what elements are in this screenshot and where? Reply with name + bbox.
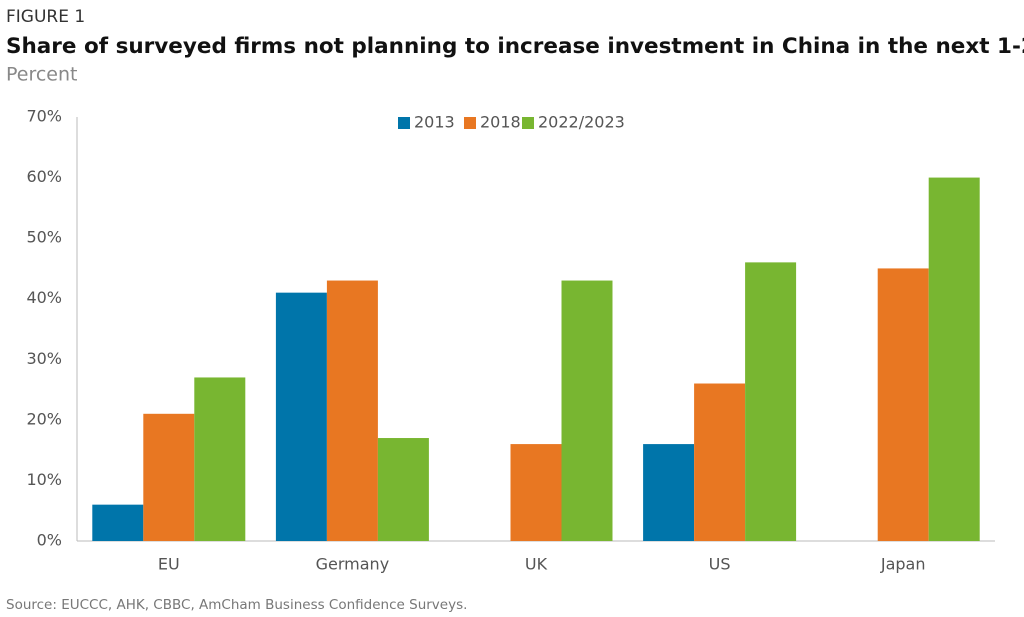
bar — [510, 444, 562, 541]
y-tick-label: 10% — [26, 470, 62, 489]
figure-label: FIGURE 1 — [6, 7, 85, 27]
legend-label: 2018 — [480, 113, 521, 132]
legend-swatch — [464, 117, 476, 129]
bar — [643, 444, 695, 541]
y-tick-label: 50% — [26, 228, 62, 247]
legend-swatch — [398, 117, 410, 129]
y-tick-label: 60% — [26, 167, 62, 186]
y-tick-label: 0% — [37, 531, 62, 550]
bar — [194, 377, 246, 541]
x-tick-label: Japan — [880, 555, 926, 574]
x-tick-label: US — [709, 555, 731, 574]
y-tick-label: 70% — [26, 107, 62, 126]
y-tick-label: 40% — [26, 288, 62, 307]
bar — [143, 413, 195, 541]
bar — [694, 383, 746, 541]
x-tick-label: EU — [158, 555, 180, 574]
x-tick-label: Germany — [316, 555, 390, 574]
y-tick-label: 30% — [26, 349, 62, 368]
chart-title: Share of surveyed firms not planning to … — [6, 34, 1024, 59]
bar — [877, 268, 929, 541]
legend-label: 2013 — [414, 113, 455, 132]
bar — [326, 280, 378, 541]
bar — [275, 292, 327, 541]
bar — [92, 504, 144, 541]
legend-label: 2022/2023 — [538, 113, 625, 132]
chart-subtitle: Percent — [6, 64, 78, 86]
bar — [377, 438, 429, 541]
bar — [745, 262, 797, 541]
x-tick-label: UK — [525, 555, 548, 574]
source-note: Source: EUCCC, AHK, CBBC, AmCham Busines… — [6, 597, 467, 613]
bar — [561, 280, 613, 541]
y-tick-label: 20% — [26, 409, 62, 428]
legend-swatch — [522, 117, 534, 129]
bar — [928, 177, 980, 542]
